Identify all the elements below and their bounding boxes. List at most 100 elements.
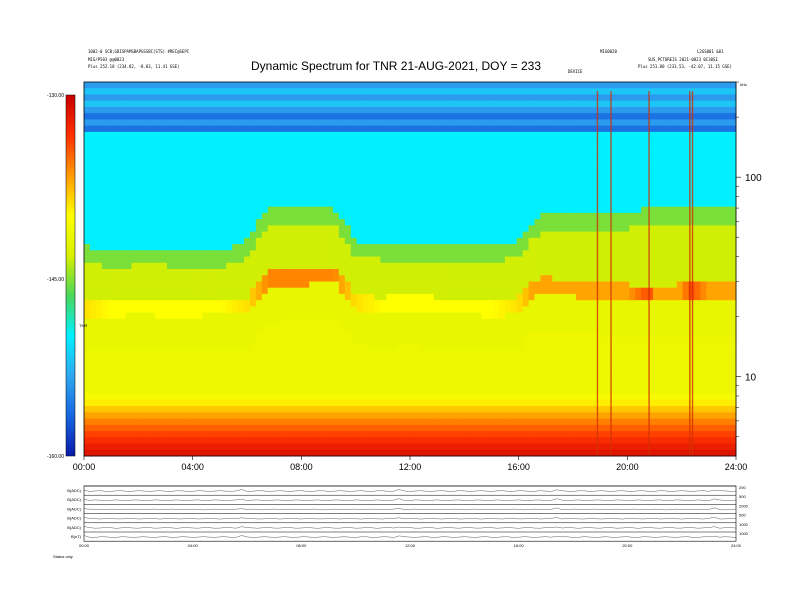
heatmap-cell — [267, 138, 275, 145]
heatmap-cell — [315, 262, 322, 270]
heatmap-cell — [451, 362, 458, 370]
heatmap-cell — [487, 144, 494, 151]
heatmap-cell — [255, 131, 263, 139]
heatmap-cell — [84, 175, 91, 183]
heatmap-cell — [303, 399, 310, 407]
heatmap-cell — [522, 206, 529, 214]
heatmap-cell — [226, 256, 233, 264]
heatmap-cell — [368, 368, 375, 376]
heatmap-cell — [516, 431, 524, 438]
heatmap-cell — [315, 331, 322, 338]
heatmap-cell — [427, 269, 435, 276]
heatmap-cell — [546, 144, 553, 151]
heatmap-cell — [119, 125, 126, 133]
heatmap-cell — [350, 113, 358, 120]
heatmap-cell — [291, 374, 298, 382]
heatmap-cell — [202, 94, 209, 102]
heatmap-cell — [309, 306, 316, 314]
heatmap-cell — [427, 418, 435, 426]
heatmap-cell — [155, 82, 162, 89]
heatmap-cell — [534, 150, 541, 158]
heatmap-cell — [291, 88, 298, 95]
heatmap-cell — [498, 356, 506, 363]
heatmap-cell — [315, 381, 322, 388]
heatmap-cell — [279, 237, 286, 245]
heatmap-cell — [232, 331, 239, 338]
heatmap-cell — [119, 381, 126, 388]
heatmap-cell — [232, 125, 239, 133]
heatmap-cell — [273, 219, 280, 226]
heatmap-cell — [386, 187, 393, 195]
heatmap-cell — [131, 250, 138, 257]
heatmap-cell — [368, 194, 375, 201]
heatmap-cell — [516, 443, 524, 451]
heatmap-cell — [309, 393, 316, 401]
heatmap-cell — [125, 156, 132, 164]
heatmap-cell — [350, 275, 358, 282]
heatmap-cell — [510, 368, 518, 376]
heatmap-cell — [285, 181, 292, 189]
heatmap-cell — [321, 262, 328, 270]
heatmap-cell — [356, 269, 363, 276]
heatmap-cell — [374, 156, 381, 164]
heatmap-cell — [463, 200, 470, 208]
heatmap-cell — [516, 250, 524, 257]
heatmap-cell — [492, 399, 500, 407]
heatmap-cell — [107, 449, 115, 457]
heatmap-cell — [119, 100, 126, 108]
heatmap-cell — [89, 256, 97, 264]
heatmap-cell — [386, 125, 393, 133]
heatmap-cell — [457, 256, 464, 264]
heatmap-cell — [184, 256, 192, 264]
heatmap-cell — [131, 418, 138, 426]
heatmap-cell — [552, 144, 559, 151]
heatmap-cell — [487, 312, 494, 320]
heatmap-cell — [350, 381, 358, 388]
heatmap-cell — [297, 106, 304, 114]
heatmap-cell — [398, 387, 405, 395]
heatmap-cell — [415, 187, 423, 195]
heatmap-cell — [184, 244, 192, 251]
heatmap-cell — [374, 237, 381, 245]
heatmap-cell — [149, 399, 156, 407]
heatmap-cell — [303, 125, 310, 133]
heatmap-cell — [510, 449, 518, 457]
heatmap-cell — [285, 412, 292, 419]
heatmap-cell — [552, 206, 559, 214]
heatmap-cell — [469, 250, 476, 257]
heatmap-cell — [558, 318, 565, 326]
heatmap-cell — [131, 350, 138, 357]
heatmap-cell — [522, 437, 529, 444]
heatmap-cell — [155, 256, 162, 264]
heatmap-cell — [398, 88, 405, 95]
heatmap-cell — [255, 306, 263, 314]
heatmap-cell — [273, 231, 280, 239]
heatmap-cell — [504, 350, 512, 357]
heatmap-cell — [149, 156, 156, 164]
heatmap-cell — [528, 88, 535, 95]
heatmap-cell — [404, 94, 411, 102]
heatmap-cell — [510, 206, 518, 214]
heatmap-cell — [528, 406, 535, 413]
heatmap-cell — [498, 350, 506, 357]
heatmap-cell — [232, 424, 239, 432]
heatmap-cell — [540, 200, 547, 208]
heatmap-cell — [303, 431, 310, 438]
heatmap-cell — [398, 206, 405, 214]
heatmap-cell — [558, 262, 565, 270]
heatmap-cell — [297, 437, 304, 444]
heatmap-cell — [220, 250, 227, 257]
heatmap-cell — [540, 237, 547, 245]
heatmap-cell — [267, 106, 275, 114]
heatmap-cell — [439, 443, 446, 451]
heatmap-cell — [558, 237, 565, 245]
heatmap-cell — [131, 187, 138, 195]
heatmap-cell — [487, 269, 494, 276]
heatmap-cell — [534, 131, 541, 139]
heatmap-cell — [546, 412, 553, 419]
heatmap-cell — [89, 88, 97, 95]
heatmap-cell — [244, 82, 251, 89]
heatmap-cell — [427, 106, 435, 114]
heatmap-cell — [297, 331, 304, 338]
heatmap-cell — [143, 225, 150, 232]
